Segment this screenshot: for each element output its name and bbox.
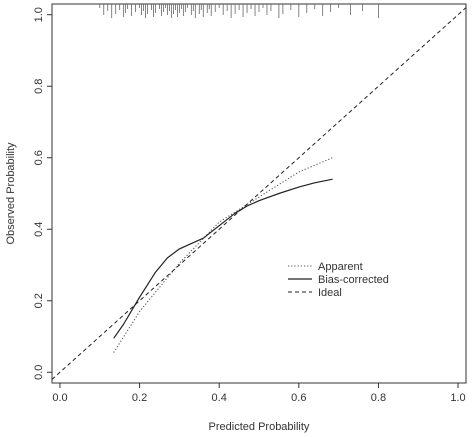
y-tick-label: 1.0 (33, 7, 45, 22)
y-tick-label: 0.8 (33, 79, 45, 94)
y-axis-label: Observed Probability (5, 142, 17, 245)
legend-label: Apparent (318, 261, 363, 273)
y-tick-label: 0.2 (33, 293, 45, 308)
x-tick-label: 1.0 (450, 392, 465, 404)
legend-label: Bias-corrected (318, 274, 389, 286)
x-axis-label: Predicted Probability (209, 421, 310, 433)
x-tick-label: 0.8 (371, 392, 386, 404)
y-tick-label: 0.0 (33, 365, 45, 380)
x-axis: 0.0 0.2 0.4 0.6 0.8 1.0 (52, 383, 466, 404)
series-lines (52, 7, 466, 380)
rug-marks (99, 4, 379, 18)
series-line-bias-corrected (113, 178, 333, 339)
y-tick-label: 0.6 (33, 150, 45, 165)
x-tick-label: 0.0 (52, 392, 67, 404)
plot-frame (51, 3, 467, 384)
x-tick-label: 0.6 (291, 392, 306, 404)
legend-label: Ideal (318, 287, 342, 299)
x-tick-label: 0.2 (132, 392, 147, 404)
series-line-apparent (113, 157, 333, 353)
y-axis: 0.0 0.2 0.4 0.6 0.8 1.0 (33, 7, 52, 380)
x-tick-label: 0.4 (212, 392, 227, 404)
series-line-ideal (52, 7, 466, 380)
y-tick-label: 0.4 (33, 222, 45, 237)
